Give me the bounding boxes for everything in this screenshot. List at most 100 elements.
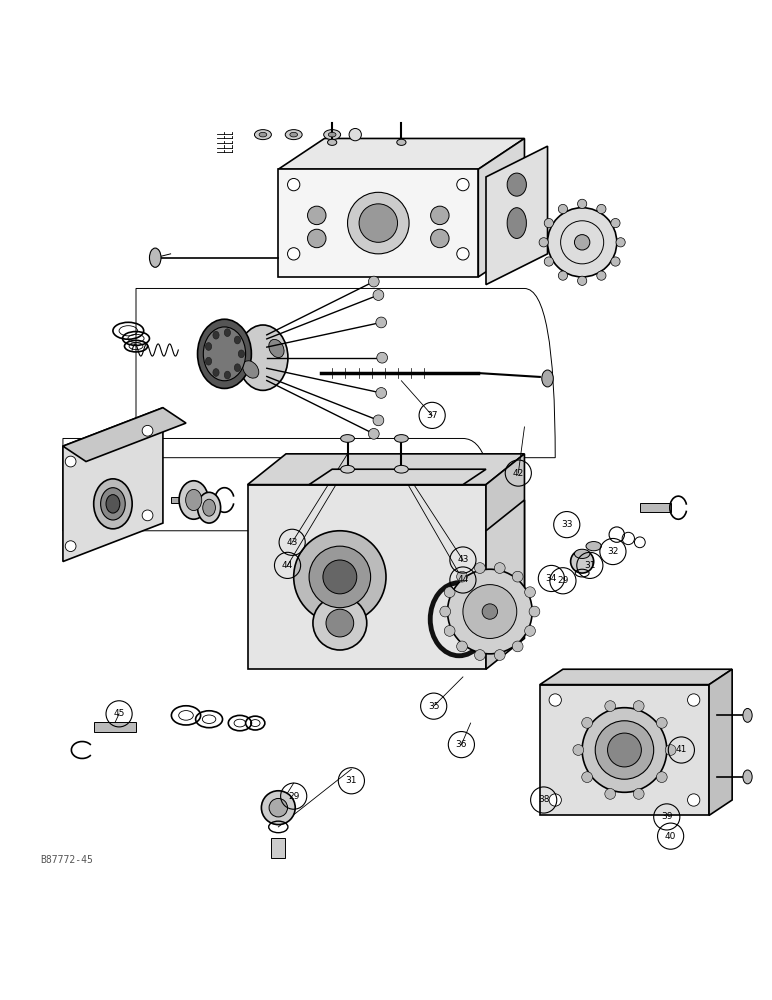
Circle shape	[142, 510, 153, 521]
Circle shape	[482, 604, 497, 619]
Polygon shape	[540, 685, 709, 815]
Circle shape	[307, 229, 326, 248]
Circle shape	[525, 626, 536, 636]
Polygon shape	[248, 485, 486, 669]
Text: 38: 38	[538, 795, 550, 804]
Ellipse shape	[340, 435, 354, 442]
Circle shape	[513, 641, 523, 652]
Circle shape	[608, 733, 642, 767]
Text: 37: 37	[426, 411, 438, 420]
Circle shape	[513, 571, 523, 582]
Polygon shape	[63, 408, 163, 562]
Text: 29: 29	[288, 792, 300, 801]
Circle shape	[656, 717, 667, 728]
Circle shape	[269, 798, 287, 817]
Ellipse shape	[238, 325, 288, 390]
Ellipse shape	[259, 132, 267, 137]
Circle shape	[597, 271, 606, 280]
Circle shape	[539, 238, 548, 247]
Text: 34: 34	[546, 574, 557, 583]
Circle shape	[66, 456, 76, 467]
Ellipse shape	[507, 208, 527, 238]
Polygon shape	[486, 454, 524, 669]
Circle shape	[373, 290, 384, 300]
Ellipse shape	[203, 327, 245, 381]
Circle shape	[444, 626, 455, 636]
Circle shape	[688, 794, 700, 806]
Text: 32: 32	[608, 547, 618, 556]
Ellipse shape	[198, 492, 221, 523]
Circle shape	[633, 701, 644, 711]
Polygon shape	[279, 138, 524, 169]
Ellipse shape	[213, 369, 219, 376]
Ellipse shape	[205, 357, 212, 365]
Circle shape	[368, 428, 379, 439]
Circle shape	[577, 199, 587, 208]
Circle shape	[287, 248, 300, 260]
Ellipse shape	[213, 331, 219, 339]
Ellipse shape	[323, 130, 340, 140]
Text: 35: 35	[428, 702, 439, 711]
Polygon shape	[63, 408, 186, 462]
Text: 39: 39	[661, 812, 672, 821]
Text: 43: 43	[286, 538, 298, 547]
Circle shape	[475, 650, 486, 660]
Ellipse shape	[100, 488, 125, 520]
Circle shape	[573, 745, 584, 755]
Ellipse shape	[185, 489, 201, 511]
Polygon shape	[540, 669, 732, 685]
Text: 31: 31	[584, 561, 595, 570]
Ellipse shape	[269, 339, 284, 358]
Ellipse shape	[203, 499, 215, 516]
Circle shape	[376, 388, 387, 398]
Circle shape	[665, 745, 676, 755]
Polygon shape	[248, 454, 524, 485]
Ellipse shape	[239, 350, 245, 358]
Circle shape	[611, 218, 620, 228]
Circle shape	[604, 701, 615, 711]
Circle shape	[66, 541, 76, 552]
Ellipse shape	[225, 371, 231, 379]
Ellipse shape	[150, 248, 161, 267]
Circle shape	[349, 128, 361, 141]
Text: 33: 33	[561, 520, 573, 529]
Circle shape	[359, 204, 398, 242]
Ellipse shape	[106, 495, 120, 513]
Polygon shape	[279, 169, 479, 277]
Ellipse shape	[255, 130, 272, 140]
Circle shape	[431, 229, 449, 248]
Circle shape	[313, 596, 367, 650]
Circle shape	[633, 789, 644, 799]
Text: 45: 45	[113, 709, 125, 718]
Ellipse shape	[93, 479, 132, 529]
Circle shape	[525, 587, 536, 598]
Ellipse shape	[285, 130, 302, 140]
FancyArrow shape	[93, 722, 136, 732]
Ellipse shape	[586, 542, 601, 551]
Circle shape	[373, 415, 384, 426]
Circle shape	[457, 178, 469, 191]
Circle shape	[574, 235, 590, 250]
Circle shape	[475, 563, 486, 573]
Ellipse shape	[179, 481, 208, 519]
Polygon shape	[479, 138, 524, 277]
Circle shape	[558, 271, 567, 280]
Circle shape	[347, 192, 409, 254]
Text: 36: 36	[455, 740, 467, 749]
Ellipse shape	[574, 549, 590, 558]
Circle shape	[688, 694, 700, 706]
Ellipse shape	[235, 364, 241, 372]
Circle shape	[656, 772, 667, 783]
Text: 43: 43	[457, 555, 469, 564]
Circle shape	[309, 546, 371, 608]
Text: 44: 44	[282, 561, 293, 570]
Circle shape	[494, 650, 505, 660]
Circle shape	[582, 772, 592, 783]
Text: 29: 29	[557, 576, 569, 585]
Ellipse shape	[397, 139, 406, 145]
Circle shape	[582, 717, 592, 728]
Ellipse shape	[394, 435, 408, 442]
Circle shape	[323, 560, 357, 594]
Ellipse shape	[328, 132, 336, 137]
Circle shape	[611, 257, 620, 266]
